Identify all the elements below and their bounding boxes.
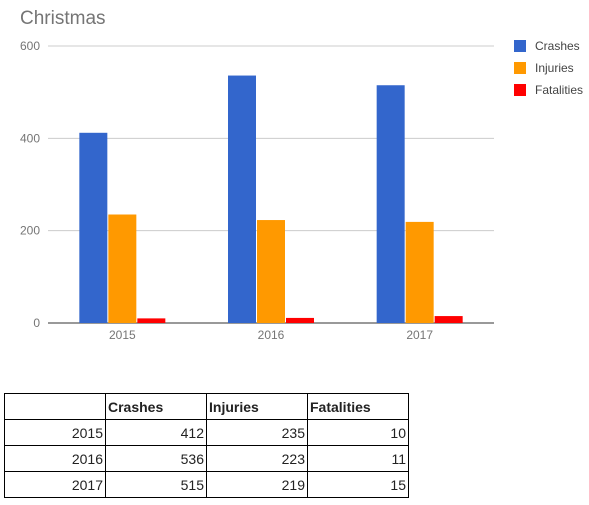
bars bbox=[79, 75, 463, 324]
y-tick-label: 0 bbox=[33, 316, 40, 330]
y-tick-label: 400 bbox=[20, 131, 40, 145]
legend-label-fatalities: Fatalities bbox=[535, 83, 583, 97]
bar-fatalities-2015 bbox=[137, 318, 166, 323]
y-tick-label: 200 bbox=[20, 224, 40, 238]
bar-injuries-2017 bbox=[405, 221, 434, 323]
table-cell: 536 bbox=[105, 445, 207, 472]
x-axis-ticks: 2015 2016 2017 bbox=[109, 328, 433, 342]
legend: Crashes Injuries Fatalities bbox=[514, 39, 583, 97]
table-cell: 412 bbox=[105, 419, 207, 446]
table-header-cell bbox=[4, 393, 106, 420]
table-header-cell: Injuries bbox=[206, 393, 308, 420]
table-cell: 2016 bbox=[4, 445, 106, 472]
bar-fatalities-2016 bbox=[286, 317, 314, 323]
x-tick-label: 2015 bbox=[109, 328, 136, 342]
table-cell: 223 bbox=[206, 445, 308, 472]
data-table: Crashes Injuries Fatalities 2015 412 235… bbox=[4, 393, 409, 498]
x-tick-label: 2017 bbox=[406, 328, 433, 342]
table-cell: 11 bbox=[307, 445, 409, 472]
y-axis-ticks: 0 200 400 600 bbox=[20, 39, 40, 330]
chart-title: Christmas bbox=[20, 8, 106, 29]
table-row: 2016 536 223 11 bbox=[4, 445, 409, 472]
table-cell: 15 bbox=[307, 471, 409, 498]
table-cell: 2015 bbox=[4, 419, 106, 446]
legend-swatch-crashes bbox=[514, 40, 526, 52]
table-cell: 219 bbox=[206, 471, 308, 498]
bar-crashes-2015 bbox=[79, 132, 108, 323]
bar-chart: Christmas 0 200 400 600 2015 2016 2017 Crashe… bbox=[20, 8, 583, 342]
table-cell: 515 bbox=[105, 471, 207, 498]
bar-injuries-2015 bbox=[108, 214, 137, 323]
table-cell: 235 bbox=[206, 419, 308, 446]
table-header-cell: Crashes bbox=[105, 393, 207, 420]
bar-injuries-2016 bbox=[257, 220, 285, 323]
y-tick-label: 600 bbox=[20, 39, 40, 53]
table-header-cell: Fatalities bbox=[307, 393, 409, 420]
legend-label-crashes: Crashes bbox=[535, 39, 580, 53]
table-row: 2015 412 235 10 bbox=[4, 419, 409, 446]
table-cell: 2017 bbox=[4, 471, 106, 498]
x-tick-label: 2016 bbox=[258, 328, 285, 342]
table-row: 2017 515 219 15 bbox=[4, 471, 409, 498]
table-cell: 10 bbox=[307, 419, 409, 446]
bar-crashes-2017 bbox=[376, 85, 405, 323]
legend-swatch-fatalities bbox=[514, 84, 526, 96]
bar-fatalities-2017 bbox=[434, 316, 463, 323]
table-header-row: Crashes Injuries Fatalities bbox=[4, 393, 409, 420]
legend-label-injuries: Injuries bbox=[535, 61, 574, 75]
bar-crashes-2016 bbox=[228, 75, 256, 324]
legend-swatch-injuries bbox=[514, 62, 526, 74]
